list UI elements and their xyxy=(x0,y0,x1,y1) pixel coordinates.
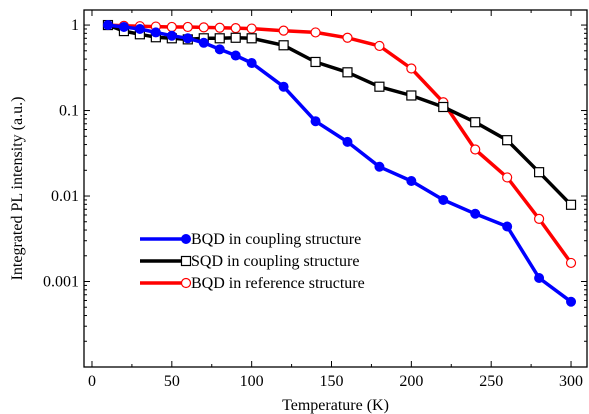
data-point xyxy=(567,258,576,267)
plot-area-border xyxy=(84,10,587,367)
y-tick-label: 0.01 xyxy=(51,188,79,205)
data-point xyxy=(231,51,240,60)
data-point xyxy=(503,173,512,182)
data-point xyxy=(247,34,256,43)
x-tick-label: 150 xyxy=(320,373,344,390)
data-point xyxy=(503,222,512,231)
data-point xyxy=(215,45,224,54)
data-point xyxy=(103,21,112,30)
x-tick-label: 50 xyxy=(164,373,180,390)
data-point xyxy=(407,91,416,100)
legend-marker xyxy=(182,235,191,244)
x-tick-label: 0 xyxy=(88,373,96,390)
data-point xyxy=(231,33,240,42)
data-point xyxy=(343,68,352,77)
y-tick-label: 0.001 xyxy=(43,274,79,291)
data-point xyxy=(215,34,224,43)
data-point xyxy=(135,24,144,33)
data-point xyxy=(375,82,384,91)
data-point xyxy=(471,118,480,127)
legend-label: BQD in reference structure xyxy=(191,275,365,292)
legend-marker xyxy=(182,257,191,266)
data-point xyxy=(183,22,192,31)
data-point xyxy=(119,22,128,31)
data-point xyxy=(375,41,384,50)
legend-marker xyxy=(182,279,191,288)
legend: BQD in coupling structure SQD in coupling… xyxy=(140,231,365,292)
data-point xyxy=(167,31,176,40)
data-point xyxy=(279,26,288,35)
data-point xyxy=(567,200,576,209)
series-line xyxy=(108,25,571,205)
data-point xyxy=(199,23,208,32)
series-line xyxy=(108,25,571,263)
data-point xyxy=(215,23,224,32)
legend-label: SQD in coupling structure xyxy=(191,253,359,270)
data-point xyxy=(375,162,384,171)
legend-label: BQD in coupling structure xyxy=(191,231,361,248)
data-point xyxy=(503,136,512,145)
y-tick-label: 1 xyxy=(71,17,79,34)
x-axis-title: Temperature (K) xyxy=(282,397,389,414)
data-point xyxy=(439,195,448,204)
data-point xyxy=(343,33,352,42)
data-point xyxy=(471,209,480,218)
data-point xyxy=(311,117,320,126)
data-point xyxy=(343,137,352,146)
x-tick-label: 250 xyxy=(479,373,503,390)
data-point xyxy=(439,103,448,112)
data-point xyxy=(279,41,288,50)
data-point xyxy=(535,214,544,223)
data-point xyxy=(535,168,544,177)
data-point xyxy=(567,297,576,306)
data-point xyxy=(311,57,320,66)
data-point xyxy=(407,64,416,73)
x-tick-label: 100 xyxy=(240,373,264,390)
data-point xyxy=(247,58,256,67)
data-point xyxy=(535,273,544,282)
data-point xyxy=(279,82,288,91)
data-point xyxy=(231,24,240,33)
plot-frame xyxy=(84,10,587,367)
legend-item: BQD in coupling structure xyxy=(140,231,361,248)
legend-item: SQD in coupling structure xyxy=(140,253,359,270)
x-tick-label: 200 xyxy=(399,373,423,390)
data-point xyxy=(183,34,192,43)
x-tick-label: 300 xyxy=(559,373,583,390)
data-point xyxy=(471,145,480,154)
data-point xyxy=(247,24,256,33)
y-axis-title: Integrated PL intensity (a.u.) xyxy=(9,97,26,281)
data-point xyxy=(407,176,416,185)
data-point xyxy=(199,38,208,47)
data-point xyxy=(151,28,160,37)
y-tick-label: 0.1 xyxy=(59,103,79,120)
legend-item: BQD in reference structure xyxy=(140,275,365,292)
data-point xyxy=(311,28,320,37)
data-point xyxy=(167,22,176,31)
